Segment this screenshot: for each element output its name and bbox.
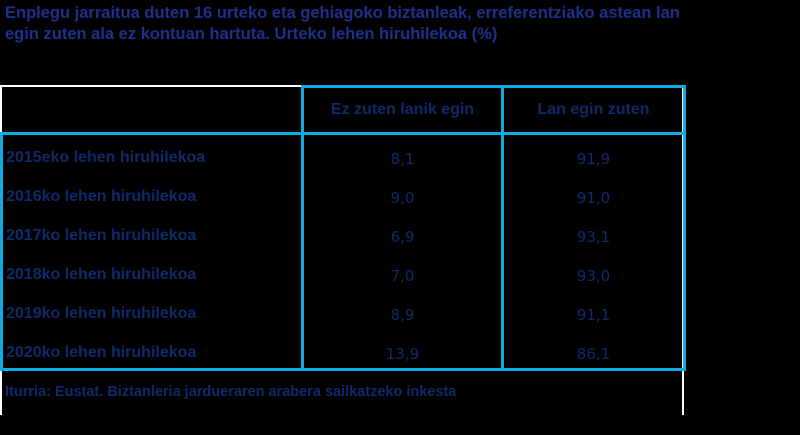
row-label: 2019ko lehen hiruhilekoa — [6, 305, 197, 322]
row-label: 2015eko lehen hiruhilekoa — [6, 149, 206, 166]
row-label: 2020ko lehen hiruhilekoa — [6, 344, 197, 361]
cell-lan: 91,0 — [576, 189, 611, 207]
cell-ez: 8,9 — [390, 306, 415, 324]
source-note: Iturria: Eustat. Biztanleria jardueraren… — [5, 384, 457, 400]
cell-lan: 91,1 — [576, 306, 611, 324]
cell-lan: 93,1 — [576, 228, 611, 246]
grid-line — [301, 85, 686, 88]
grid-line — [501, 85, 504, 371]
column-header-lan: Lan egin zuten — [537, 101, 650, 118]
grid-line — [301, 85, 304, 371]
cell-lan: 91,9 — [576, 150, 611, 168]
cell-lan: 93,0 — [576, 267, 611, 285]
row-label: 2016ko lehen hiruhilekoa — [6, 188, 197, 205]
cell-ez: 8,1 — [390, 150, 415, 168]
cell-ez: 6,9 — [390, 228, 415, 246]
grid-line — [0, 132, 686, 135]
table-title: Enplegu jarraitua duten 16 urteko eta ge… — [5, 4, 680, 43]
cell-ez: 7,0 — [390, 267, 415, 285]
grid-line — [683, 85, 686, 371]
cell-ez: 9,0 — [390, 189, 415, 207]
column-header-ez: Ez zuten lanik egin — [330, 101, 475, 118]
cell-lan: 86,1 — [576, 345, 611, 363]
row-label: 2018ko lehen hiruhilekoa — [6, 266, 197, 283]
row-label: 2017ko lehen hiruhilekoa — [6, 227, 197, 244]
grid-line — [0, 132, 3, 371]
cell-ez: 13,9 — [385, 345, 420, 363]
grid-line — [0, 368, 686, 371]
